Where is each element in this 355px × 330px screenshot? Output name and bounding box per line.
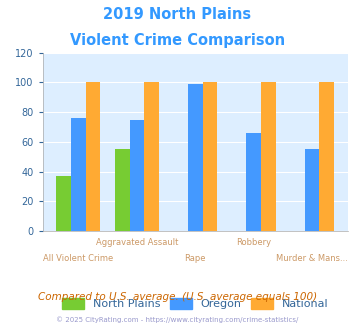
Bar	[305, 149, 320, 231]
Text: Compared to U.S. average. (U.S. average equals 100): Compared to U.S. average. (U.S. average …	[38, 292, 317, 302]
Bar	[144, 82, 159, 231]
Text: All Violent Crime: All Violent Crime	[43, 254, 114, 263]
Bar	[86, 82, 100, 231]
Bar	[130, 119, 144, 231]
Legend: North Plains, Oregon, National: North Plains, Oregon, National	[58, 294, 333, 314]
Text: Robbery: Robbery	[236, 238, 271, 247]
Text: Violent Crime Comparison: Violent Crime Comparison	[70, 33, 285, 48]
Text: 2019 North Plains: 2019 North Plains	[103, 7, 252, 21]
Bar	[115, 149, 130, 231]
Bar	[56, 176, 71, 231]
Text: Aggravated Assault: Aggravated Assault	[95, 238, 178, 247]
Bar	[246, 133, 261, 231]
Bar	[71, 118, 86, 231]
Bar	[203, 82, 217, 231]
Bar	[320, 82, 334, 231]
Text: © 2025 CityRating.com - https://www.cityrating.com/crime-statistics/: © 2025 CityRating.com - https://www.city…	[56, 317, 299, 323]
Bar	[261, 82, 275, 231]
Text: Murder & Mans...: Murder & Mans...	[276, 254, 348, 263]
Text: Rape: Rape	[185, 254, 206, 263]
Bar	[188, 84, 203, 231]
